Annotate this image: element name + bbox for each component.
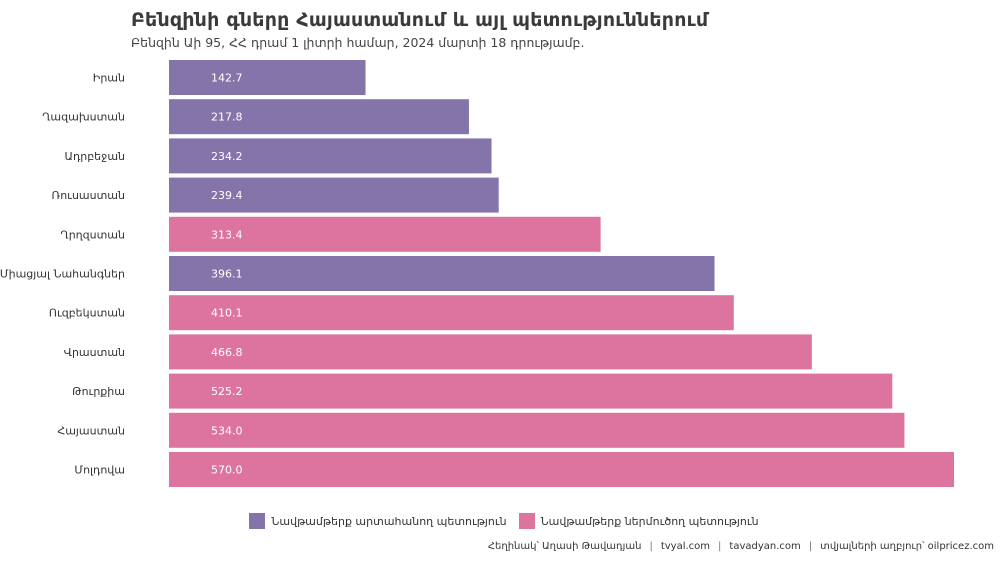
value-label-3: 234.2 [211,150,243,163]
value-label-11: 570.0 [211,464,243,477]
legend-label-importer: Նավթամթերք ներմուծող պետություն [540,514,759,528]
bar-6 [169,256,715,291]
value-label-5: 313.4 [211,228,243,241]
category-label-11: Մոլդովա [74,464,125,477]
category-label-5: Ղրղզստան [60,228,125,241]
category-label-1: Իրան [93,72,125,85]
category-label-7: Ուզբեկստան [49,307,125,320]
bar-5 [169,216,601,252]
value-label-1: 142.7 [211,72,243,85]
bar-11 [169,452,954,487]
caption-site-tvyal: tvyal.com [660,541,711,552]
bar-9 [169,373,893,409]
legend-label-exporter: Նավթամթերք արտահանող պետություն [271,514,507,528]
legend: Նավթամթերք արտահանող պետություն Նավթամթե… [0,513,1008,529]
caption-author: Հեղինակ՝ Աղասի Թավադյան [487,541,642,552]
category-label-9: Թուրքիա [72,385,125,398]
value-label-9: 525.2 [211,385,243,398]
category-label-8: Վրաստան [64,346,125,359]
value-label-2: 217.8 [211,111,243,124]
bar-2 [169,99,469,135]
bar-8 [169,334,812,370]
legend-item-exporter: Նավթամթերք արտահանող պետություն [249,513,507,529]
bar-10 [169,412,905,448]
bar-4 [169,177,499,213]
caption-site-tavadyan: tavadyan.com [729,541,801,552]
category-label-6: Միացյալ Նահանգներ [0,268,125,281]
value-label-6: 396.1 [211,268,243,281]
value-label-8: 466.8 [211,346,243,359]
bar-7 [169,295,734,331]
value-label-10: 534.0 [211,424,243,437]
value-label-7: 410.1 [211,307,243,320]
bar-3 [169,138,492,174]
legend-item-importer: Նավթամթերք ներմուծող պետություն [518,513,759,529]
legend-swatch-exporter [249,513,266,529]
category-label-2: Ղազախստան [42,111,125,124]
category-label-3: Ադրբեջան [65,150,125,163]
bar-1 [169,60,366,95]
category-label-4: Ռուսաստան [51,189,125,202]
chart-title: Բենզինի գները Հայաստանում և այլ պետությո… [131,9,709,31]
legend-swatch-importer [518,513,535,529]
caption-source: տվյալների աղբյուր՝ oilpricez.com [820,541,994,552]
chart-subtitle: Բենզին Աի 95, ՀՀ դրամ 1 լիտրի համար, 202… [131,35,585,50]
value-label-4: 239.4 [211,189,243,202]
category-label-10: Հայաստան [57,424,125,437]
chart-caption: Հեղինակ՝ Աղասի Թավադյան | tvyal.com | tavady… [487,541,994,552]
